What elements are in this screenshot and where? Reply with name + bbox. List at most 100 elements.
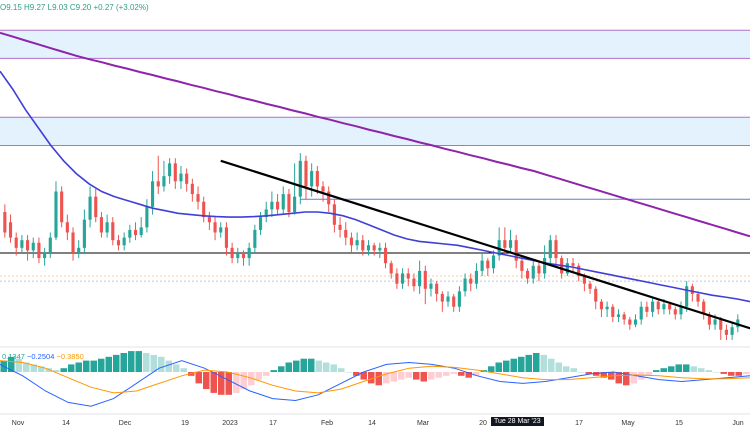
macd-histogram-bar — [345, 372, 352, 373]
candle-body — [338, 224, 342, 230]
macd-histogram-bar — [743, 372, 750, 374]
candle-body — [440, 293, 444, 302]
ohlc-close: C9.20 — [69, 3, 92, 12]
macd-histogram-bar — [518, 356, 525, 372]
macd-histogram-bar — [203, 372, 210, 390]
macd-histogram-bar — [308, 358, 315, 372]
candle-body — [418, 270, 422, 287]
macd-histogram-bar — [428, 372, 435, 380]
candle-body — [241, 252, 246, 259]
candle-body — [526, 270, 530, 279]
macd-histogram-bar — [23, 362, 30, 372]
candle-body — [537, 265, 541, 274]
macd-histogram-bar — [473, 372, 480, 376]
macd-histogram-bar — [285, 362, 292, 372]
macd-histogram-bar — [660, 368, 667, 372]
candle-body — [548, 240, 552, 259]
macd-histogram-bar — [683, 364, 690, 372]
macd-signal-line — [0, 360, 750, 394]
time-axis-label: 14 — [62, 420, 70, 427]
candle-body — [355, 240, 359, 246]
macd-histogram-bar — [413, 372, 420, 380]
candle-body — [639, 306, 643, 320]
macd-histogram-bar — [315, 360, 322, 372]
supply-zone — [0, 30, 750, 59]
candle-body — [8, 222, 13, 238]
macd-histogram-bar — [698, 368, 705, 372]
candle-body — [491, 255, 496, 269]
candle-body — [65, 222, 69, 233]
macd-histogram-bar — [248, 372, 255, 386]
time-axis-label: Dec — [119, 420, 132, 427]
candle-body — [219, 227, 223, 233]
macd-histogram-bar — [375, 372, 382, 386]
time-axis-label: Mar — [417, 420, 430, 427]
macd-histogram-bar — [143, 353, 150, 372]
macd-histogram-bar — [570, 368, 577, 372]
candle-body — [213, 222, 217, 233]
macd-line-value: −0.2504 — [27, 352, 55, 361]
macd-histogram-bar — [713, 372, 720, 373]
macd-histogram-bar — [60, 368, 67, 372]
candle-body — [156, 181, 160, 187]
candle-body — [139, 227, 143, 236]
ohlc-high: H9.27 — [24, 3, 46, 12]
time-axis-label: May — [621, 420, 635, 427]
candle-body — [435, 283, 439, 294]
candle-body — [14, 237, 18, 248]
macd-histogram-bar — [623, 372, 630, 386]
candle-body — [378, 247, 382, 251]
candle-body — [310, 171, 314, 187]
macd-histogram-bar — [180, 368, 187, 372]
candle-body — [133, 229, 138, 236]
candle-body — [707, 314, 711, 325]
macd-histogram-bar — [330, 364, 337, 372]
macd-histogram-bar — [30, 364, 37, 372]
macd-histogram-bar — [293, 360, 300, 372]
candle-body — [395, 273, 399, 284]
candle-body — [406, 273, 410, 279]
macd-histogram-bar — [368, 372, 375, 384]
candle-body — [503, 240, 507, 248]
macd-histogram-bar — [90, 360, 97, 372]
candle-body — [628, 319, 632, 325]
candle-body — [412, 278, 416, 287]
macd-histogram-bar — [53, 370, 60, 372]
candle-body — [151, 181, 155, 207]
candle-body — [43, 252, 47, 259]
time-axis-label: 15 — [675, 420, 683, 427]
time-axis-label: Feb — [321, 420, 333, 427]
candle-body — [281, 194, 285, 210]
time-axis-label: 17 — [269, 420, 277, 427]
macd-histogram-bar — [548, 358, 555, 372]
time-axis-label: Nov — [12, 420, 25, 427]
candle-body — [366, 245, 371, 251]
macd-histogram-bar — [578, 372, 585, 373]
candle-body — [162, 176, 166, 187]
candle-body — [207, 217, 211, 223]
candle-body — [389, 263, 393, 274]
candle-body — [82, 219, 86, 248]
candle-body — [20, 240, 24, 248]
macd-histogram-bar — [638, 372, 645, 380]
macd-histogram-bar — [240, 372, 247, 390]
candle-body — [276, 201, 280, 210]
candle-body — [230, 247, 234, 259]
macd-histogram-bar — [263, 372, 270, 376]
candle-body — [190, 183, 194, 195]
candle-body — [685, 286, 689, 307]
macd-histogram-bar — [75, 362, 82, 372]
candle-body — [128, 229, 132, 238]
candle-body — [599, 301, 603, 310]
candle-body — [105, 222, 109, 233]
candle-body — [179, 173, 183, 182]
macd-histogram-bar — [105, 356, 112, 372]
candle-body — [94, 196, 98, 218]
macd-histogram-bar — [540, 354, 547, 372]
time-axis-label: Jun — [732, 420, 743, 427]
macd-histogram-bar — [353, 372, 360, 376]
time-axis-label: 20 — [479, 420, 487, 427]
downtrend-line — [220, 159, 750, 330]
